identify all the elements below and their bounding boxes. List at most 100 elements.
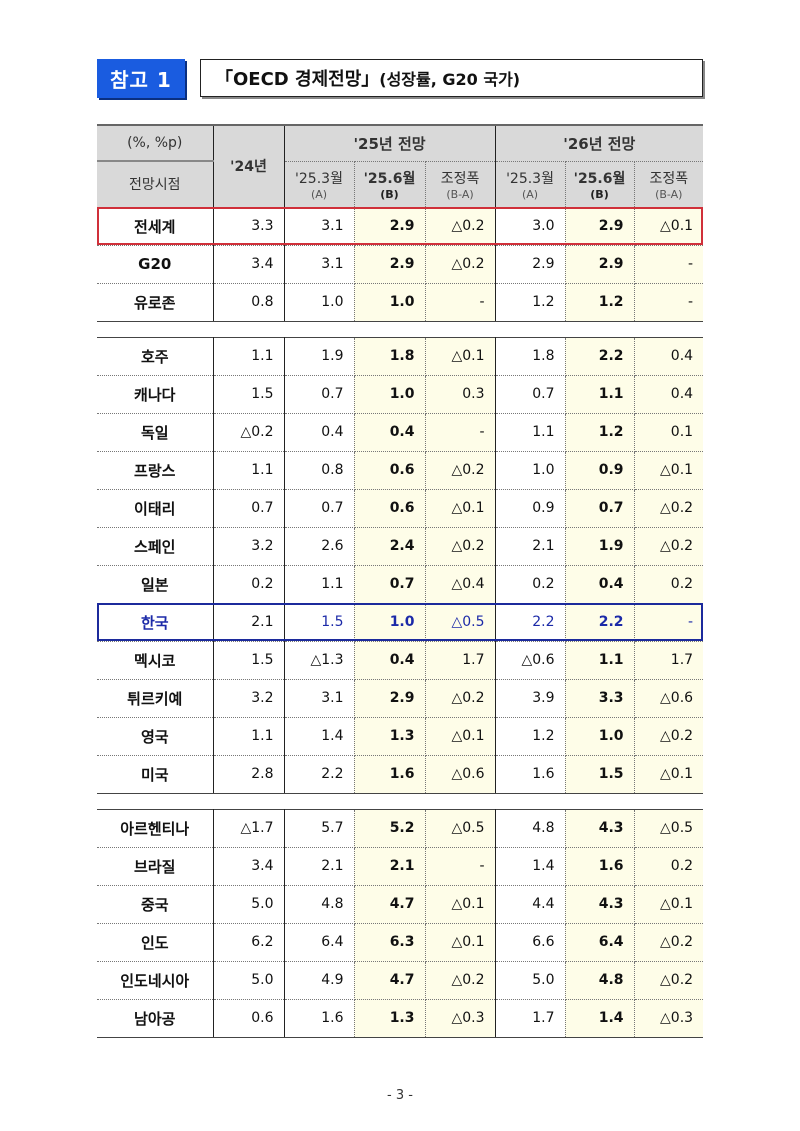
value-cell: 2.1: [495, 527, 566, 566]
country-name: 호주: [97, 336, 214, 376]
table-row: 멕시코 1.5 △1.3 0.4 1.7 △0.6 1.1 1.7: [97, 641, 704, 680]
value-cell: 0.4: [565, 565, 635, 604]
value-cell: 2.9: [495, 245, 566, 284]
value-cell: 6.6: [495, 923, 566, 962]
value-cell: △0.3: [425, 999, 496, 1038]
value-cell: 1.1: [495, 413, 566, 452]
table-row: 호주 1.1 1.9 1.8 △0.1 1.8 2.2 0.4: [97, 336, 704, 376]
group-header-2026: '26년 전망: [495, 124, 704, 162]
table-row: 중국 5.0 4.8 4.7 △0.1 4.4 4.3 △0.1: [97, 885, 704, 924]
oecd-growth-table: (%, %p) '24년 '25년 전망 '26년 전망 전망시점 '25.3월…: [97, 124, 704, 1038]
value-cell: 2.2: [565, 336, 635, 376]
country-name: 스페인: [97, 527, 214, 566]
value-cell: 1.8: [354, 336, 426, 376]
country-name: 이태리: [97, 489, 214, 528]
value-cell: 1.1: [565, 375, 635, 414]
value-cell: 2.9: [354, 679, 426, 718]
country-name: 한국: [97, 603, 214, 642]
value-cell: 1.0: [565, 717, 635, 756]
value-cell: △0.2: [634, 489, 704, 528]
value-cell: 0.3: [425, 375, 496, 414]
country-name: 아르헨티나: [97, 808, 214, 848]
country-name: 인도네시아: [97, 961, 214, 1000]
country-name: 중국: [97, 885, 214, 924]
value-cell: 5.7: [284, 808, 355, 848]
value-cell: △0.4: [425, 565, 496, 604]
value-cell: 3.2: [213, 679, 285, 718]
value-cell: 5.0: [213, 961, 285, 1000]
section-spacer: [97, 321, 704, 337]
reference-badge: 참고 1: [97, 59, 185, 98]
value-cell: 2.9: [565, 245, 635, 284]
value-cell: 0.2: [634, 565, 704, 604]
value-cell: △0.2: [634, 961, 704, 1000]
value-cell: △0.1: [425, 923, 496, 962]
table-row: 한국 2.1 1.5 1.0 △0.5 2.2 2.2-: [97, 603, 704, 642]
value-cell: 3.1: [284, 206, 355, 246]
value-cell: △0.6: [425, 755, 496, 794]
value-cell: △0.2: [425, 679, 496, 718]
value-cell: 4.4: [495, 885, 566, 924]
page-number: - 3 -: [387, 1088, 413, 1103]
value-cell: 0.4: [634, 375, 704, 414]
value-cell: 6.3: [354, 923, 426, 962]
value-cell: 4.3: [565, 885, 635, 924]
country-name: 멕시코: [97, 641, 214, 680]
value-cell: 5.0: [213, 885, 285, 924]
value-cell: △0.1: [634, 206, 704, 246]
value-cell: △0.5: [425, 808, 496, 848]
table-row: 유로존 0.8 1.0 1.0-1.2 1.2-: [97, 283, 704, 322]
value-cell: 2.1: [284, 847, 355, 886]
value-cell: -: [634, 603, 704, 642]
value-cell: 3.1: [284, 245, 355, 284]
value-cell: 6.4: [284, 923, 355, 962]
title-subtitle: (성장률, G20 국가): [379, 70, 521, 89]
value-cell: 0.1: [634, 413, 704, 452]
country-name: 일본: [97, 565, 214, 604]
value-cell: 1.6: [354, 755, 426, 794]
value-cell: 1.9: [284, 336, 355, 376]
col-header-26-adj: 조정폭 (B-A): [634, 161, 704, 207]
country-name: 독일: [97, 413, 214, 452]
value-cell: 1.0: [354, 603, 426, 642]
value-cell: 1.4: [284, 717, 355, 756]
value-cell: 2.6: [284, 527, 355, 566]
value-cell: △0.1: [634, 755, 704, 794]
value-cell: 2.1: [354, 847, 426, 886]
value-cell: 1.1: [213, 717, 285, 756]
country-name: 인도: [97, 923, 214, 962]
section-spacer: [97, 793, 704, 809]
col-header-26-jun: '25.6월 (B): [565, 161, 635, 207]
value-cell: -: [634, 283, 704, 322]
value-cell: △0.2: [634, 527, 704, 566]
country-name: 캐나다: [97, 375, 214, 414]
value-cell: △0.1: [425, 717, 496, 756]
col-header-25-adj: 조정폭 (B-A): [425, 161, 496, 207]
value-cell: -: [634, 245, 704, 284]
group-header-2025: '25년 전망: [284, 124, 496, 162]
value-cell: 0.6: [354, 489, 426, 528]
table-row: 프랑스 1.1 0.8 0.6 △0.2 1.0 0.9 △0.1: [97, 451, 704, 490]
value-cell: 1.9: [565, 527, 635, 566]
value-cell: 0.7: [284, 375, 355, 414]
table-row: 이태리 0.7 0.7 0.6 △0.1 0.9 0.7 △0.2: [97, 489, 704, 528]
value-cell: 1.5: [213, 375, 285, 414]
value-cell: 0.9: [565, 451, 635, 490]
value-cell: 2.4: [354, 527, 426, 566]
country-name: 전세계: [97, 206, 214, 246]
value-cell: 3.3: [565, 679, 635, 718]
value-cell: 0.7: [213, 489, 285, 528]
value-cell: △1.7: [213, 808, 285, 848]
value-cell: 2.2: [565, 603, 635, 642]
value-cell: 0.4: [634, 336, 704, 376]
unit-label: (%, %p): [97, 124, 213, 162]
value-cell: △0.1: [634, 885, 704, 924]
value-cell: 0.2: [634, 847, 704, 886]
value-cell: 1.1: [565, 641, 635, 680]
country-name: 프랑스: [97, 451, 214, 490]
value-cell: 3.4: [213, 245, 285, 284]
value-cell: 3.3: [213, 206, 285, 246]
value-cell: 0.6: [354, 451, 426, 490]
value-cell: 1.0: [495, 451, 566, 490]
country-name: 영국: [97, 717, 214, 756]
